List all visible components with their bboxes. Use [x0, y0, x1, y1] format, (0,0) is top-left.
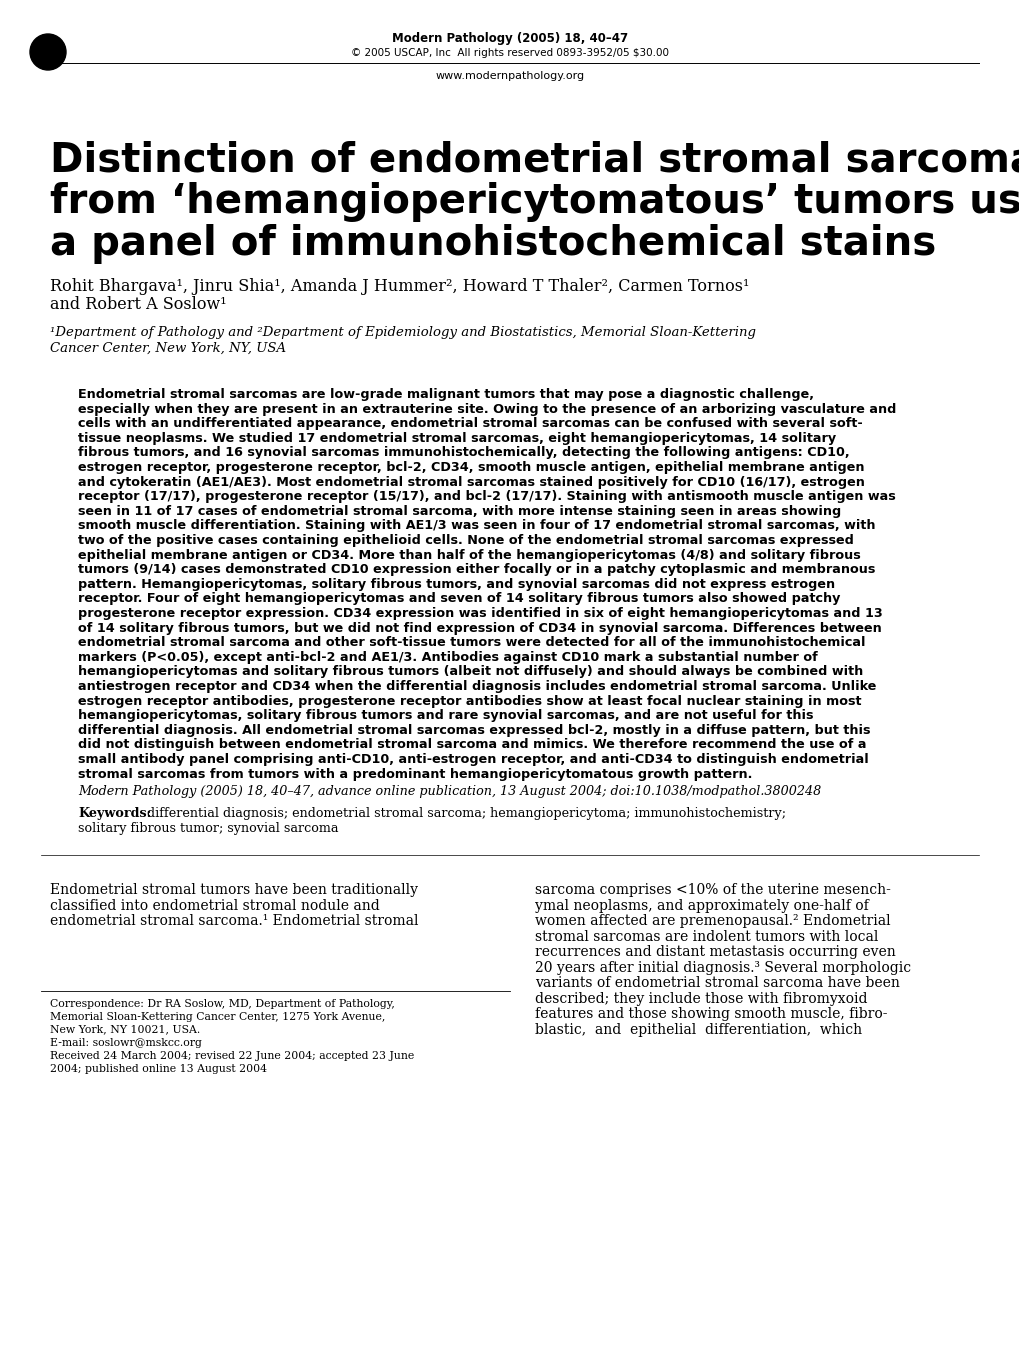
Text: © 2005 USCAP, Inc  All rights reserved 0893-3952/05 $30.00: © 2005 USCAP, Inc All rights reserved 08…	[351, 48, 668, 59]
Text: fibrous tumors, and 16 synovial sarcomas immunohistochemically, detecting the fo: fibrous tumors, and 16 synovial sarcomas…	[77, 446, 849, 460]
Text: Rohit Bhargava¹, Jinru Shia¹, Amanda J Hummer², Howard T Thaler², Carmen Tornos¹: Rohit Bhargava¹, Jinru Shia¹, Amanda J H…	[50, 278, 749, 295]
Text: E-mail: soslowr@mskcc.org: E-mail: soslowr@mskcc.org	[50, 1037, 202, 1048]
Text: endometrial stromal sarcoma and other soft-tissue tumors were detected for all o: endometrial stromal sarcoma and other so…	[77, 636, 865, 649]
Text: receptor. Four of eight hemangiopericytomas and seven of 14 solitary fibrous tum: receptor. Four of eight hemangiopericyto…	[77, 592, 840, 606]
Text: classified into endometrial stromal nodule and: classified into endometrial stromal nodu…	[50, 898, 379, 913]
Text: 20 years after initial diagnosis.³ Several morphologic: 20 years after initial diagnosis.³ Sever…	[535, 961, 910, 974]
Text: sarcoma comprises <10% of the uterine mesench-: sarcoma comprises <10% of the uterine me…	[535, 883, 890, 897]
Text: differential diagnosis. All endometrial stromal sarcomas expressed bcl-2, mostly: differential diagnosis. All endometrial …	[77, 724, 869, 736]
Text: Keywords:: Keywords:	[77, 807, 151, 821]
Text: progesterone receptor expression. CD34 expression was identified in six of eight: progesterone receptor expression. CD34 e…	[77, 607, 881, 621]
Text: ymal neoplasms, and approximately one-half of: ymal neoplasms, and approximately one-ha…	[535, 898, 868, 913]
Text: women affected are premenopausal.² Endometrial: women affected are premenopausal.² Endom…	[535, 915, 890, 928]
Text: estrogen receptor antibodies, progesterone receptor antibodies show at least foc: estrogen receptor antibodies, progestero…	[77, 694, 861, 708]
Text: blastic,  and  epithelial  differentiation,  which: blastic, and epithelial differentiation,…	[535, 1022, 861, 1037]
Text: smooth muscle differentiation. Staining with AE1/3 was seen in four of 17 endome: smooth muscle differentiation. Staining …	[77, 520, 874, 532]
Text: pattern. Hemangiopericytomas, solitary fibrous tumors, and synovial sarcomas did: pattern. Hemangiopericytomas, solitary f…	[77, 578, 835, 591]
Text: Cancer Center, New York, NY, USA: Cancer Center, New York, NY, USA	[50, 342, 286, 355]
Text: did not distinguish between endometrial stromal sarcoma and mimics. We therefore: did not distinguish between endometrial …	[77, 739, 866, 751]
Text: tissue neoplasms. We studied 17 endometrial stromal sarcomas, eight hemangioperi: tissue neoplasms. We studied 17 endometr…	[77, 431, 836, 445]
Text: tumors (9/14) cases demonstrated CD10 expression either focally or in a patchy c: tumors (9/14) cases demonstrated CD10 ex…	[77, 563, 874, 576]
Circle shape	[30, 34, 66, 69]
Text: www.modernpathology.org: www.modernpathology.org	[435, 71, 584, 82]
Text: hemangiopericytomas and solitary fibrous tumors (albeit not diffusely) and shoul: hemangiopericytomas and solitary fibrous…	[77, 666, 862, 678]
Text: Distinction of endometrial stromal sarcomas: Distinction of endometrial stromal sarco…	[50, 140, 1019, 180]
Text: and cytokeratin (AE1/AE3). Most endometrial stromal sarcomas stained positively : and cytokeratin (AE1/AE3). Most endometr…	[77, 475, 864, 489]
Text: small antibody panel comprising anti-CD10, anti-estrogen receptor, and anti-CD34: small antibody panel comprising anti-CD1…	[77, 753, 868, 766]
Text: differential diagnosis; endometrial stromal sarcoma; hemangiopericytoma; immunoh: differential diagnosis; endometrial stro…	[143, 807, 786, 821]
Text: endometrial stromal sarcoma.¹ Endometrial stromal: endometrial stromal sarcoma.¹ Endometria…	[50, 915, 418, 928]
Text: antiestrogen receptor and CD34 when the differential diagnosis includes endometr: antiestrogen receptor and CD34 when the …	[77, 680, 875, 693]
Text: Modern Pathology (2005) 18, 40–47, advance online publication, 13 August 2004; d: Modern Pathology (2005) 18, 40–47, advan…	[77, 785, 820, 798]
Text: receptor (17/17), progesterone receptor (15/17), and bcl-2 (17/17). Staining wit: receptor (17/17), progesterone receptor …	[77, 490, 895, 504]
Text: especially when they are present in an extrauterine site. Owing to the presence : especially when they are present in an e…	[77, 403, 896, 415]
Text: hemangiopericytomas, solitary fibrous tumors and rare synovial sarcomas, and are: hemangiopericytomas, solitary fibrous tu…	[77, 709, 813, 723]
Text: of 14 solitary fibrous tumors, but we did not find expression of CD34 in synovia: of 14 solitary fibrous tumors, but we di…	[77, 622, 880, 634]
Text: two of the positive cases containing epithelioid cells. None of the endometrial : two of the positive cases containing epi…	[77, 534, 853, 547]
Text: and Robert A Soslow¹: and Robert A Soslow¹	[50, 295, 226, 313]
Text: features and those showing smooth muscle, fibro-: features and those showing smooth muscle…	[535, 1007, 887, 1021]
Text: epithelial membrane antigen or CD34. More than half of the hemangiopericytomas (: epithelial membrane antigen or CD34. Mor…	[77, 548, 860, 562]
Text: 2004; published online 13 August 2004: 2004; published online 13 August 2004	[50, 1064, 267, 1074]
Text: npg: npg	[38, 48, 58, 57]
Text: Correspondence: Dr RA Soslow, MD, Department of Pathology,: Correspondence: Dr RA Soslow, MD, Depart…	[50, 999, 394, 1009]
Text: markers (P<0.05), except anti-bcl-2 and AE1/3. Antibodies against CD10 mark a su: markers (P<0.05), except anti-bcl-2 and …	[77, 651, 817, 664]
Text: seen in 11 of 17 cases of endometrial stromal sarcoma, with more intense stainin: seen in 11 of 17 cases of endometrial st…	[77, 505, 841, 517]
Text: Modern Pathology (2005) 18, 40–47: Modern Pathology (2005) 18, 40–47	[391, 31, 628, 45]
Text: variants of endometrial stromal sarcoma have been: variants of endometrial stromal sarcoma …	[535, 976, 899, 991]
Text: New York, NY 10021, USA.: New York, NY 10021, USA.	[50, 1025, 200, 1034]
Text: solitary fibrous tumor; synovial sarcoma: solitary fibrous tumor; synovial sarcoma	[77, 822, 338, 836]
Text: Memorial Sloan-Kettering Cancer Center, 1275 York Avenue,: Memorial Sloan-Kettering Cancer Center, …	[50, 1011, 385, 1022]
Text: stromal sarcomas are indolent tumors with local: stromal sarcomas are indolent tumors wit…	[535, 930, 877, 943]
Text: recurrences and distant metastasis occurring even: recurrences and distant metastasis occur…	[535, 945, 895, 960]
Text: a panel of immunohistochemical stains: a panel of immunohistochemical stains	[50, 225, 935, 264]
Text: from ‘hemangiopericytomatous’ tumors using: from ‘hemangiopericytomatous’ tumors usi…	[50, 182, 1019, 222]
Text: cells with an undifferentiated appearance, endometrial stromal sarcomas can be c: cells with an undifferentiated appearanc…	[77, 418, 862, 430]
Text: estrogen receptor, progesterone receptor, bcl-2, CD34, smooth muscle antigen, ep: estrogen receptor, progesterone receptor…	[77, 461, 864, 474]
Text: stromal sarcomas from tumors with a predominant hemangiopericytomatous growth pa: stromal sarcomas from tumors with a pred…	[77, 768, 752, 781]
Text: described; they include those with fibromyxoid: described; they include those with fibro…	[535, 992, 866, 1006]
Text: ¹Department of Pathology and ²Department of Epidemiology and Biostatistics, Memo: ¹Department of Pathology and ²Department…	[50, 327, 755, 339]
Text: Received 24 March 2004; revised 22 June 2004; accepted 23 June: Received 24 March 2004; revised 22 June …	[50, 1051, 414, 1060]
Text: Endometrial stromal tumors have been traditionally: Endometrial stromal tumors have been tra…	[50, 883, 418, 897]
Text: Endometrial stromal sarcomas are low-grade malignant tumors that may pose a diag: Endometrial stromal sarcomas are low-gra…	[77, 388, 813, 401]
